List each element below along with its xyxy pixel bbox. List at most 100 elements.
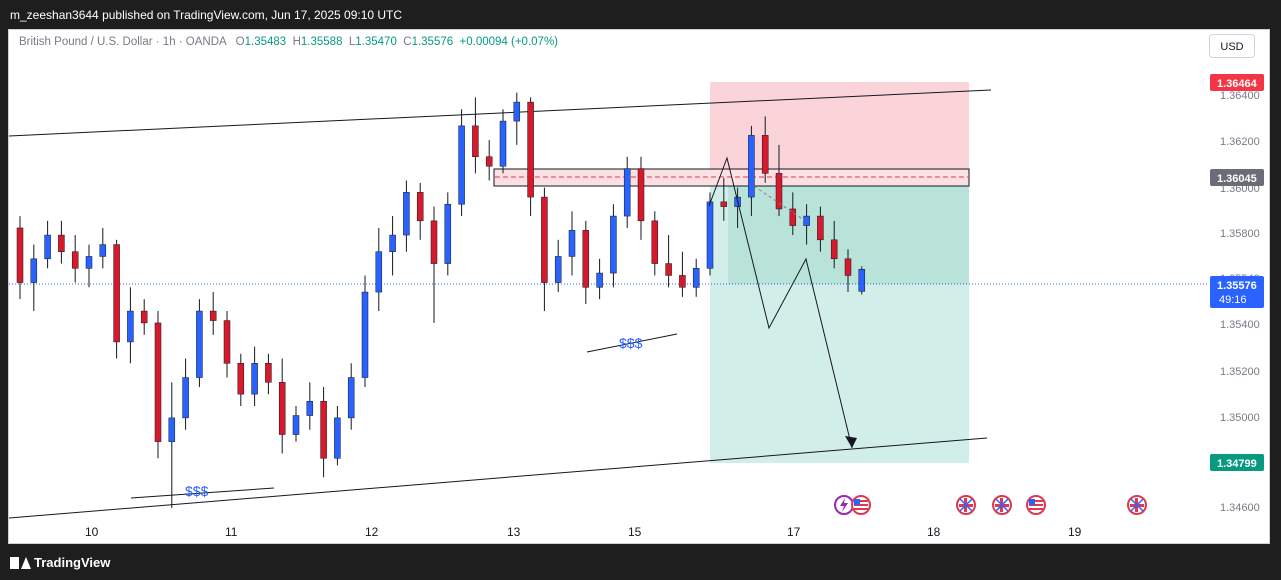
close-label: C bbox=[403, 36, 412, 48]
candle-body bbox=[775, 173, 783, 210]
candle-body bbox=[113, 244, 120, 343]
price-tick: 1.34600 bbox=[1220, 502, 1260, 514]
publisher-line: m_zeeshan3644 published on TradingView.c… bbox=[10, 8, 403, 22]
candle-body bbox=[623, 168, 631, 217]
price-tick: 1.36400 bbox=[1220, 90, 1260, 102]
price-chart[interactable]: $$$ $$$ 1.36400 1.36200 1.36000 1.35800 … bbox=[9, 30, 1270, 544]
candle-body bbox=[803, 215, 810, 226]
projection-dashed-line bbox=[753, 185, 805, 221]
candle-body bbox=[127, 310, 134, 343]
candle-body bbox=[665, 263, 672, 276]
liquidity-line-1 bbox=[130, 487, 275, 499]
candle-body bbox=[140, 310, 148, 324]
tradingview-logo[interactable]: TradingView bbox=[10, 555, 110, 570]
time-tick: 10 bbox=[85, 525, 99, 539]
candle-body bbox=[278, 382, 286, 435]
candle-body bbox=[85, 256, 93, 269]
candle-body bbox=[844, 258, 852, 276]
candle-body bbox=[582, 230, 590, 288]
candle-body bbox=[513, 101, 521, 122]
candle-body bbox=[499, 120, 507, 167]
candles bbox=[16, 92, 866, 509]
time-tick: 17 bbox=[787, 525, 801, 539]
low-label: L bbox=[348, 36, 356, 48]
candle-body bbox=[458, 125, 465, 205]
price-axis[interactable]: 1.36400 1.36200 1.36000 1.35800 1.35540 … bbox=[1210, 74, 1264, 514]
candle-body bbox=[554, 256, 562, 283]
time-tick: 11 bbox=[225, 525, 238, 539]
candle-body bbox=[858, 269, 866, 292]
lightning-icon[interactable] bbox=[834, 495, 854, 515]
candle-body bbox=[637, 168, 645, 222]
candle-body bbox=[58, 234, 65, 252]
candle-body bbox=[334, 417, 341, 459]
stop-price-tag bbox=[1210, 74, 1264, 91]
candle-body bbox=[679, 275, 686, 288]
time-tick: 19 bbox=[1068, 525, 1082, 539]
candle-body bbox=[347, 377, 355, 419]
candle-body bbox=[444, 203, 452, 264]
time-tick: 18 bbox=[927, 525, 941, 539]
time-tick: 13 bbox=[507, 525, 521, 539]
candle-body bbox=[403, 192, 410, 236]
open-label: O bbox=[235, 36, 245, 48]
footer-bar: TradingView bbox=[0, 544, 1281, 580]
symbol-legend: British Pound / U.S. Dollar · 1h · OANDA… bbox=[19, 36, 558, 48]
candle-body bbox=[30, 258, 38, 283]
candle-body bbox=[830, 239, 838, 260]
liquidity-label-2: $$$ bbox=[619, 335, 643, 351]
projection-path[interactable] bbox=[708, 156, 853, 449]
uk-flag-icon[interactable] bbox=[956, 495, 976, 515]
us-flag-icon[interactable] bbox=[851, 495, 871, 515]
last-price-tag bbox=[1210, 276, 1264, 308]
candle-body bbox=[71, 251, 79, 269]
candle-body bbox=[16, 227, 24, 283]
candle-body bbox=[237, 363, 245, 395]
candle-body bbox=[761, 135, 769, 174]
economic-events[interactable] bbox=[834, 495, 1147, 515]
footer-brand: TradingView bbox=[34, 555, 111, 570]
target-price-tag bbox=[1210, 454, 1264, 471]
candle-body bbox=[154, 322, 162, 442]
candle-body bbox=[251, 363, 258, 395]
candle-body bbox=[651, 220, 659, 264]
symbol-title[interactable]: British Pound / U.S. Dollar · 1h · OANDA bbox=[19, 36, 227, 48]
tradingview-icon bbox=[10, 556, 31, 569]
candle-body bbox=[265, 363, 272, 383]
time-tick: 12 bbox=[365, 525, 379, 539]
candle-body bbox=[389, 234, 396, 252]
candle-body bbox=[541, 196, 548, 283]
candle-body bbox=[720, 201, 728, 207]
candle-body bbox=[706, 201, 714, 269]
entry-price-tag bbox=[1210, 169, 1264, 186]
candle-body bbox=[610, 215, 617, 274]
publisher-bar: m_zeeshan3644 published on TradingView.c… bbox=[0, 0, 1281, 30]
candle-body bbox=[99, 244, 107, 257]
us-flag-icon[interactable] bbox=[1026, 495, 1046, 515]
channel-upper-line[interactable] bbox=[9, 89, 992, 137]
candle-body bbox=[182, 377, 189, 419]
uk-flag-icon[interactable] bbox=[1127, 495, 1147, 515]
candle-body bbox=[527, 101, 534, 198]
candle-body bbox=[196, 310, 203, 378]
candle-body bbox=[306, 401, 314, 416]
currency-button[interactable]: USD bbox=[1209, 34, 1255, 58]
uk-flag-icon[interactable] bbox=[992, 495, 1012, 515]
price-tick: 1.35800 bbox=[1220, 228, 1260, 240]
stop-price-tag-text: 1.36464 bbox=[1217, 78, 1258, 90]
candle-body bbox=[416, 192, 424, 222]
high-label: H bbox=[292, 36, 301, 48]
time-axis[interactable]: 10 11 12 13 15 17 18 19 bbox=[85, 525, 1082, 539]
bar-countdown: 49:16 bbox=[1219, 294, 1247, 306]
price-tick: 1.36200 bbox=[1220, 136, 1260, 148]
price-tick: 1.35000 bbox=[1220, 412, 1260, 424]
candle-body bbox=[361, 291, 369, 378]
candle-body bbox=[223, 320, 231, 364]
candle-body bbox=[430, 220, 438, 264]
chart-frame: $$$ $$$ 1.36400 1.36200 1.36000 1.35800 … bbox=[8, 29, 1270, 544]
candle-body bbox=[168, 417, 176, 442]
candle-body bbox=[485, 156, 493, 167]
projection-arrowhead bbox=[845, 436, 857, 448]
time-tick: 15 bbox=[628, 525, 642, 539]
low-value: 1.35470 bbox=[355, 36, 397, 48]
